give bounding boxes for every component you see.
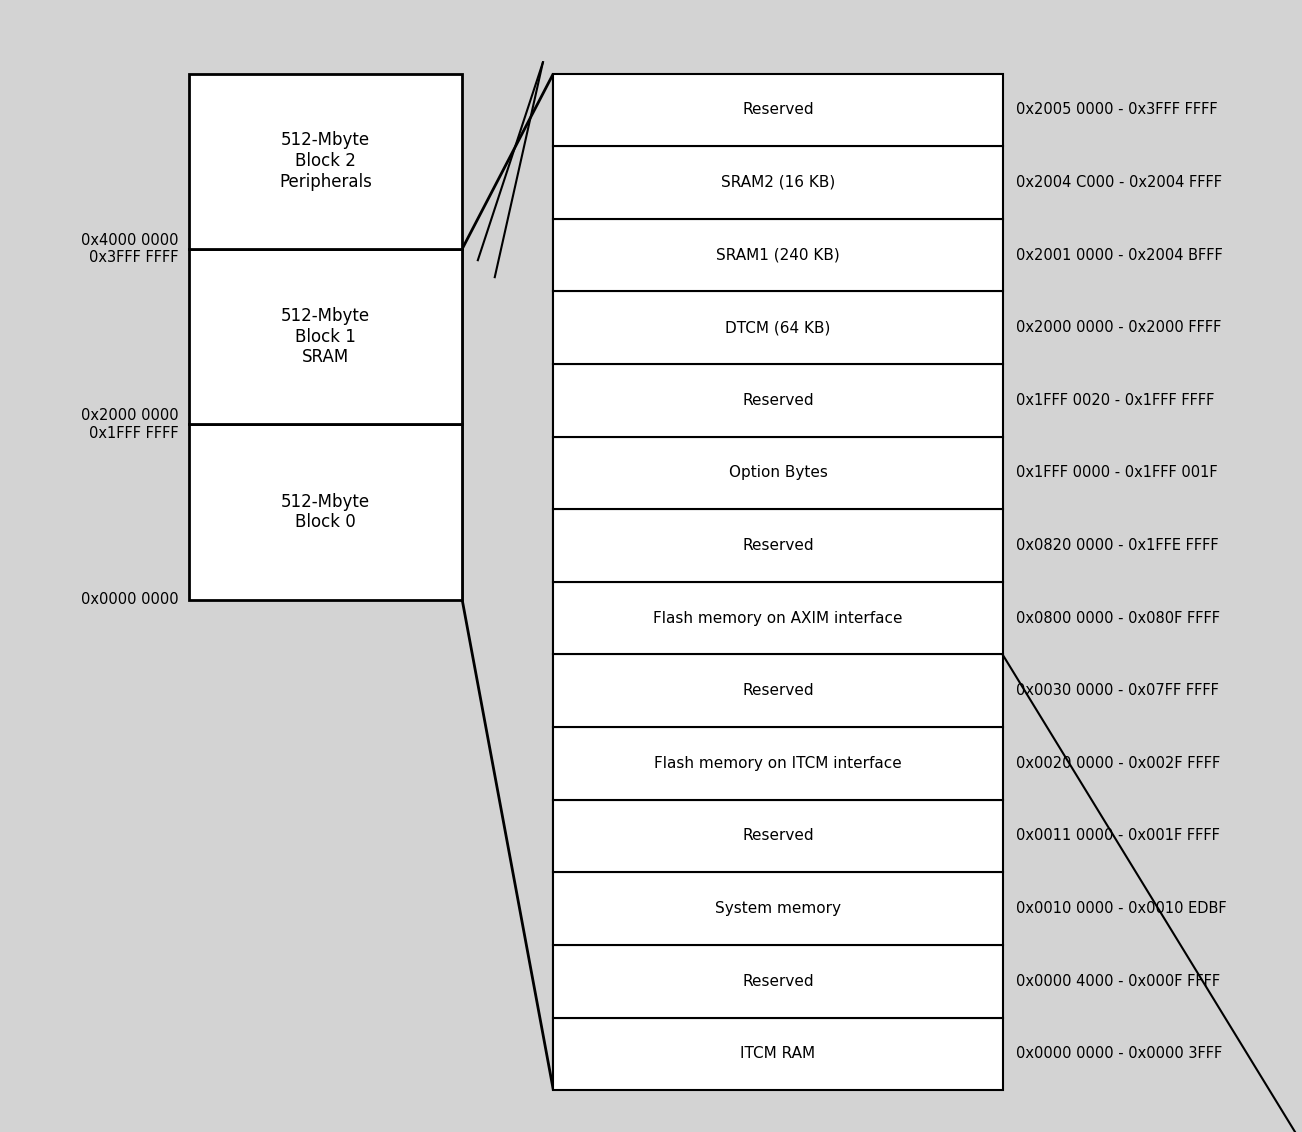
Text: SRAM1 (240 KB): SRAM1 (240 KB) <box>716 248 840 263</box>
Text: 0x2005 0000 - 0x3FFF FFFF: 0x2005 0000 - 0x3FFF FFFF <box>1016 102 1217 118</box>
Text: 0x2000 0000
0x1FFF FFFF: 0x2000 0000 0x1FFF FFFF <box>81 409 178 440</box>
Bar <box>553 74 1003 146</box>
Text: Reserved: Reserved <box>742 102 814 118</box>
Bar <box>553 945 1003 1018</box>
Text: 0x2001 0000 - 0x2004 BFFF: 0x2001 0000 - 0x2004 BFFF <box>1016 248 1223 263</box>
Text: 0x4000 0000
0x3FFF FFFF: 0x4000 0000 0x3FFF FFFF <box>81 233 178 265</box>
Bar <box>553 146 1003 218</box>
Text: Reserved: Reserved <box>742 684 814 698</box>
Text: System memory: System memory <box>715 901 841 916</box>
Text: 512-Mbyte
Block 1
SRAM: 512-Mbyte Block 1 SRAM <box>281 307 370 367</box>
Text: 0x0820 0000 - 0x1FFE FFFF: 0x0820 0000 - 0x1FFE FFFF <box>1016 538 1219 554</box>
Bar <box>553 873 1003 945</box>
Bar <box>553 218 1003 291</box>
Bar <box>553 437 1003 509</box>
Text: ITCM RAM: ITCM RAM <box>741 1046 815 1062</box>
Text: Flash memory on AXIM interface: Flash memory on AXIM interface <box>654 610 902 626</box>
Bar <box>553 291 1003 365</box>
Text: Flash memory on ITCM interface: Flash memory on ITCM interface <box>654 756 902 771</box>
Text: Option Bytes: Option Bytes <box>729 465 827 480</box>
Bar <box>189 249 462 424</box>
Text: DTCM (64 KB): DTCM (64 KB) <box>725 320 831 335</box>
Text: SRAM2 (16 KB): SRAM2 (16 KB) <box>721 175 835 190</box>
Text: 0x0800 0000 - 0x080F FFFF: 0x0800 0000 - 0x080F FFFF <box>1016 610 1220 626</box>
Text: Reserved: Reserved <box>742 393 814 408</box>
Text: Reserved: Reserved <box>742 829 814 843</box>
Text: 0x1FFF 0020 - 0x1FFF FFFF: 0x1FFF 0020 - 0x1FFF FFFF <box>1016 393 1213 408</box>
Text: 0x1FFF 0000 - 0x1FFF 001F: 0x1FFF 0000 - 0x1FFF 001F <box>1016 465 1217 480</box>
Text: 0x2004 C000 - 0x2004 FFFF: 0x2004 C000 - 0x2004 FFFF <box>1016 175 1221 190</box>
Bar <box>553 1018 1003 1090</box>
Polygon shape <box>462 74 553 1090</box>
Text: 0x0000 0000 - 0x0000 3FFF: 0x0000 0000 - 0x0000 3FFF <box>1016 1046 1221 1062</box>
Bar <box>189 74 462 249</box>
Bar <box>553 799 1003 873</box>
Text: 512-Mbyte
Block 0: 512-Mbyte Block 0 <box>281 492 370 531</box>
Text: Reserved: Reserved <box>742 538 814 554</box>
Text: 0x0000 0000: 0x0000 0000 <box>81 592 178 608</box>
Text: 0x2000 0000 - 0x2000 FFFF: 0x2000 0000 - 0x2000 FFFF <box>1016 320 1221 335</box>
Text: 0x0000 4000 - 0x000F FFFF: 0x0000 4000 - 0x000F FFFF <box>1016 974 1220 988</box>
Text: 512-Mbyte
Block 2
Peripherals: 512-Mbyte Block 2 Peripherals <box>279 131 372 191</box>
Text: Reserved: Reserved <box>742 974 814 988</box>
Text: 0x0030 0000 - 0x07FF FFFF: 0x0030 0000 - 0x07FF FFFF <box>1016 684 1219 698</box>
Bar <box>553 727 1003 799</box>
Text: 0x0011 0000 - 0x001F FFFF: 0x0011 0000 - 0x001F FFFF <box>1016 829 1220 843</box>
Bar <box>189 424 462 600</box>
Bar <box>553 582 1003 654</box>
Bar <box>553 654 1003 727</box>
Bar <box>553 509 1003 582</box>
Text: 0x0010 0000 - 0x0010 EDBF: 0x0010 0000 - 0x0010 EDBF <box>1016 901 1226 916</box>
Text: 0x0020 0000 - 0x002F FFFF: 0x0020 0000 - 0x002F FFFF <box>1016 756 1220 771</box>
Bar <box>553 365 1003 437</box>
